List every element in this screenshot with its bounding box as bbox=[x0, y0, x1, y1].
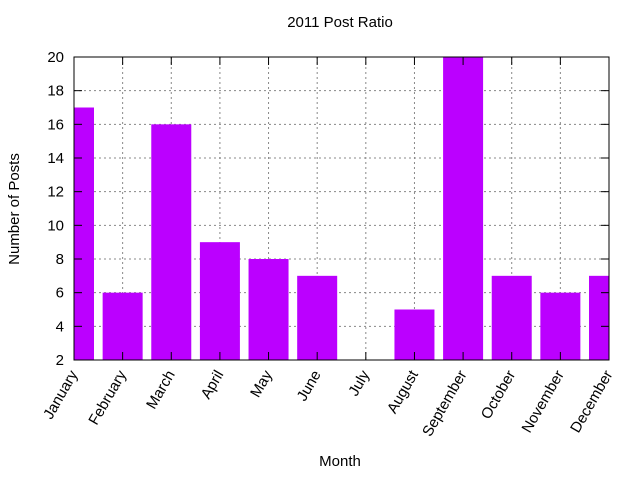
x-axis-label: Month bbox=[319, 453, 361, 470]
bar bbox=[443, 57, 484, 360]
y-tick-label: 2 bbox=[56, 352, 64, 369]
plot-border bbox=[73, 56, 610, 361]
bar bbox=[199, 242, 240, 360]
y-tick-label: 14 bbox=[47, 150, 64, 167]
bar bbox=[151, 124, 192, 360]
chart-title: 2011 Post Ratio bbox=[287, 14, 393, 31]
bar bbox=[491, 275, 532, 360]
y-axis-label: Number of Posts bbox=[6, 153, 23, 265]
y-tick-label: 6 bbox=[56, 285, 64, 302]
bar bbox=[248, 259, 289, 360]
bar bbox=[540, 292, 581, 360]
bar bbox=[589, 275, 609, 360]
bar bbox=[394, 309, 435, 360]
bar bbox=[297, 275, 338, 360]
bar bbox=[74, 107, 94, 360]
y-tick-label: 16 bbox=[47, 116, 64, 133]
y-tick-label: 4 bbox=[56, 318, 64, 335]
bars bbox=[74, 57, 609, 360]
y-tick-label: 8 bbox=[56, 251, 64, 268]
y-tick-label: 12 bbox=[47, 184, 64, 201]
y-tick-label: 18 bbox=[47, 83, 64, 100]
bar bbox=[102, 292, 143, 360]
y-tick-label: 10 bbox=[47, 217, 64, 234]
y-tick-label: 20 bbox=[47, 49, 64, 66]
